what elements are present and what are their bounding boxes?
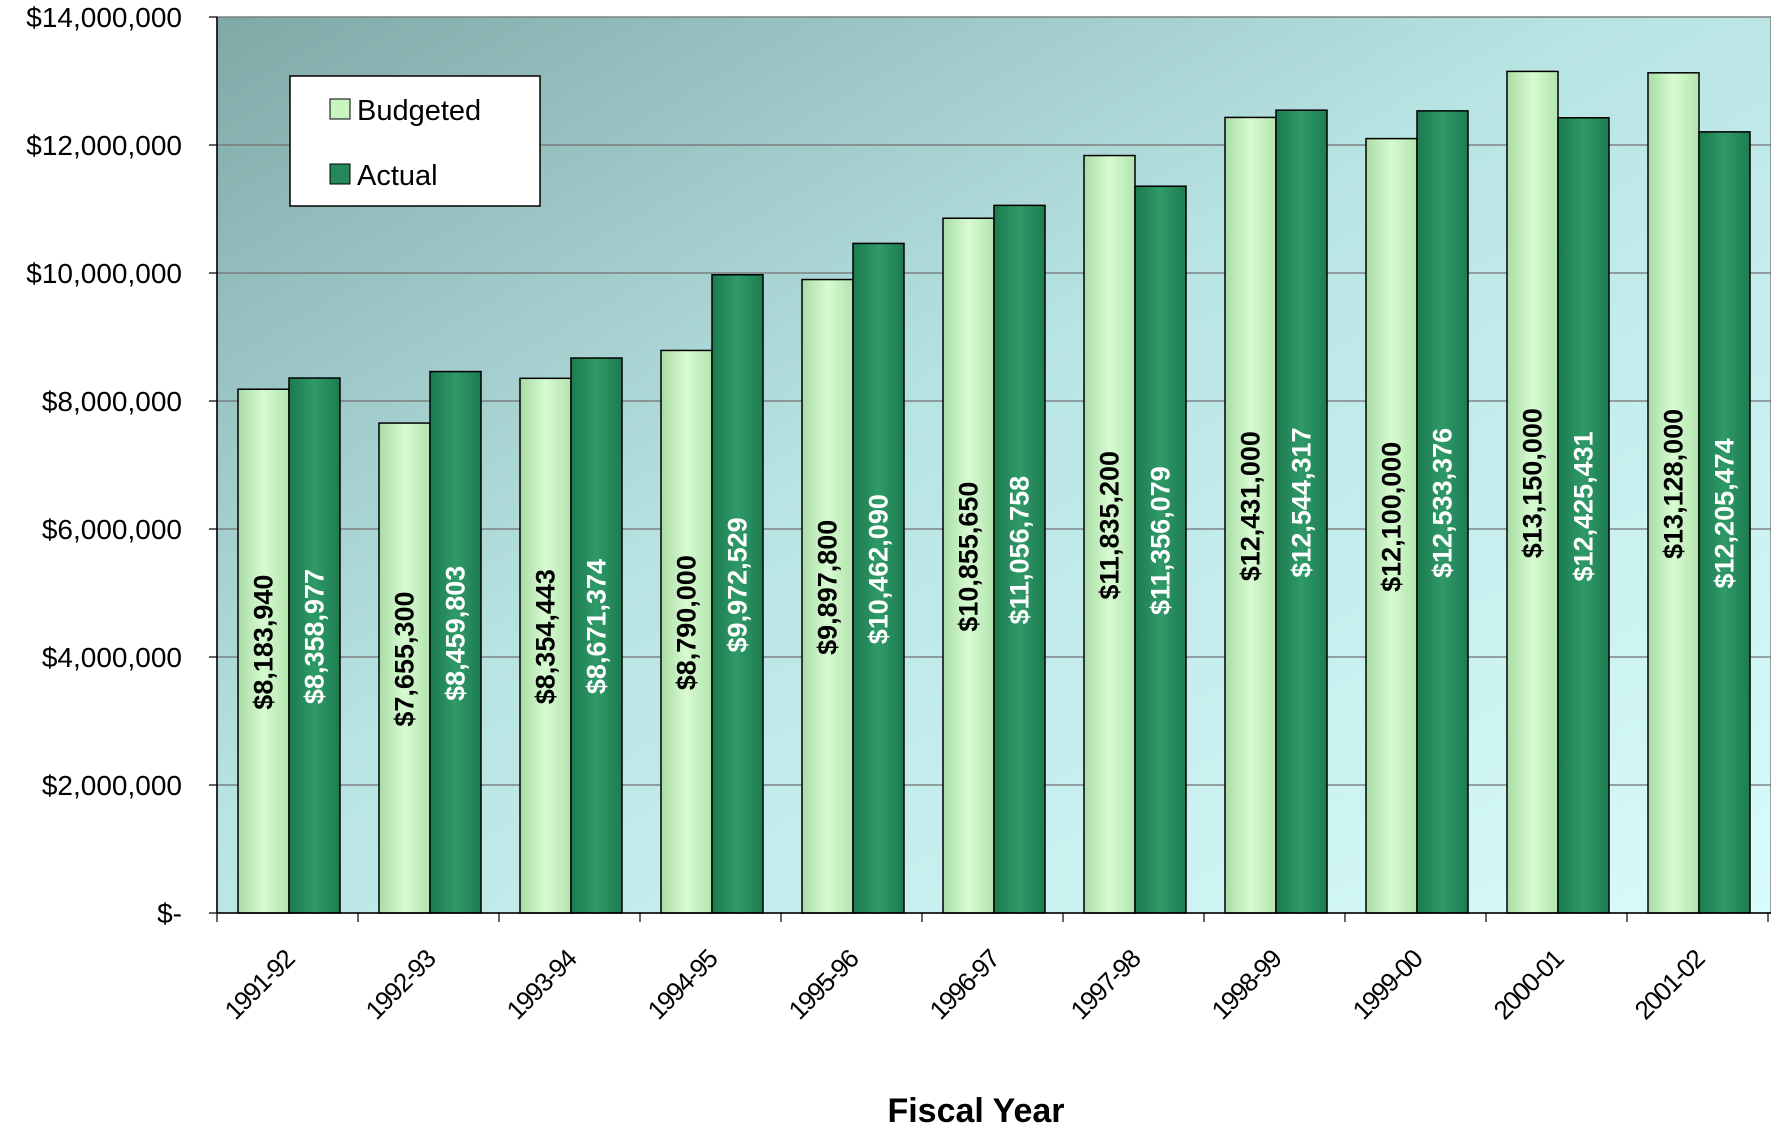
y-tick-label: $4,000,000 <box>42 642 182 673</box>
data-label-budgeted: $8,183,940 <box>249 575 279 710</box>
x-tick-label: 1993-94 <box>500 943 582 1025</box>
data-label-budgeted: $8,790,000 <box>672 555 702 690</box>
bars: $8,183,940 $8,358,977 $7,655,300 $8,459,803… <box>237 70 1751 914</box>
x-axis-title: Fiscal Year <box>887 1092 1064 1129</box>
x-tick-label: 1998-99 <box>1205 943 1287 1025</box>
x-tick-label: 1992-93 <box>359 943 441 1025</box>
y-axis-tick-labels: $- $2,000,000 $4,000,000 $6,000,000 $8,000,0… <box>26 2 182 929</box>
data-label-budgeted: $8,354,443 <box>531 569 561 704</box>
y-tick-label: $6,000,000 <box>42 514 182 545</box>
bar-budgeted <box>519 377 572 914</box>
bar-actual <box>1416 110 1469 914</box>
data-label-budgeted: $11,835,200 <box>1095 451 1125 600</box>
axes <box>209 16 1771 922</box>
y-tick-label: $8,000,000 <box>42 386 182 417</box>
x-tick-label: 1997-98 <box>1064 943 1146 1025</box>
data-label-actual: $8,358,977 <box>300 569 330 704</box>
data-label-actual: $11,056,758 <box>1005 476 1035 625</box>
x-tick-label: 1999-00 <box>1346 943 1428 1025</box>
y-tick-label: $2,000,000 <box>42 770 182 801</box>
y-tick-label: $- <box>157 898 182 929</box>
bar-actual <box>429 370 482 914</box>
bar-budgeted <box>660 349 713 914</box>
data-label-budgeted: $12,100,000 <box>1377 442 1407 592</box>
x-tick-label: 2001-02 <box>1628 943 1710 1025</box>
bar-actual <box>711 274 764 914</box>
data-label-budgeted: $9,897,800 <box>813 520 843 655</box>
bar-actual <box>1557 117 1610 914</box>
data-label-actual: $12,205,474 <box>1710 438 1740 588</box>
bar-actual <box>570 357 623 914</box>
data-label-budgeted: $13,150,000 <box>1518 408 1548 558</box>
data-label-actual: $8,671,374 <box>582 559 612 694</box>
legend-label-actual: Actual <box>357 160 438 192</box>
bar-actual <box>1275 109 1328 914</box>
data-label-budgeted: $13,128,000 <box>1659 409 1689 559</box>
data-label-actual: $11,356,079 <box>1146 466 1176 615</box>
legend: Budgeted Actual <box>289 75 541 207</box>
x-tick-label: 1995-96 <box>782 943 864 1025</box>
x-tick-label: 1994-95 <box>641 943 723 1025</box>
bar-actual <box>852 242 905 914</box>
x-tick-label: 2000-01 <box>1487 943 1569 1025</box>
data-label-actual: $12,425,431 <box>1569 431 1599 581</box>
data-label-budgeted: $12,431,000 <box>1236 431 1266 581</box>
bar-budgeted <box>1083 154 1136 914</box>
data-label-budgeted: $7,655,300 <box>390 591 420 726</box>
legend-swatch-actual <box>329 163 351 185</box>
data-label-actual: $12,533,376 <box>1428 428 1458 578</box>
data-label-actual: $9,972,529 <box>723 517 753 652</box>
bar-budgeted <box>1224 116 1277 914</box>
x-axis-tick-labels: 1991-92 1992-93 1993-94 1994-95 1995-96 1996-… <box>218 943 1710 1025</box>
data-label-actual: $10,462,090 <box>864 494 894 644</box>
x-tick-label: 1991-92 <box>218 943 300 1025</box>
data-label-budgeted: $10,855,650 <box>954 482 984 632</box>
data-label-actual: $8,459,803 <box>441 566 471 701</box>
y-tick-label: $10,000,000 <box>26 258 182 289</box>
legend-swatch-budgeted <box>329 98 351 120</box>
legend-label-budgeted: Budgeted <box>357 95 481 127</box>
x-tick-label: 1996-97 <box>923 943 1005 1025</box>
y-tick-label: $14,000,000 <box>26 2 182 33</box>
bar-budgeted <box>801 278 854 914</box>
y-tick-label: $12,000,000 <box>26 130 182 161</box>
data-label-actual: $12,544,317 <box>1287 428 1317 578</box>
